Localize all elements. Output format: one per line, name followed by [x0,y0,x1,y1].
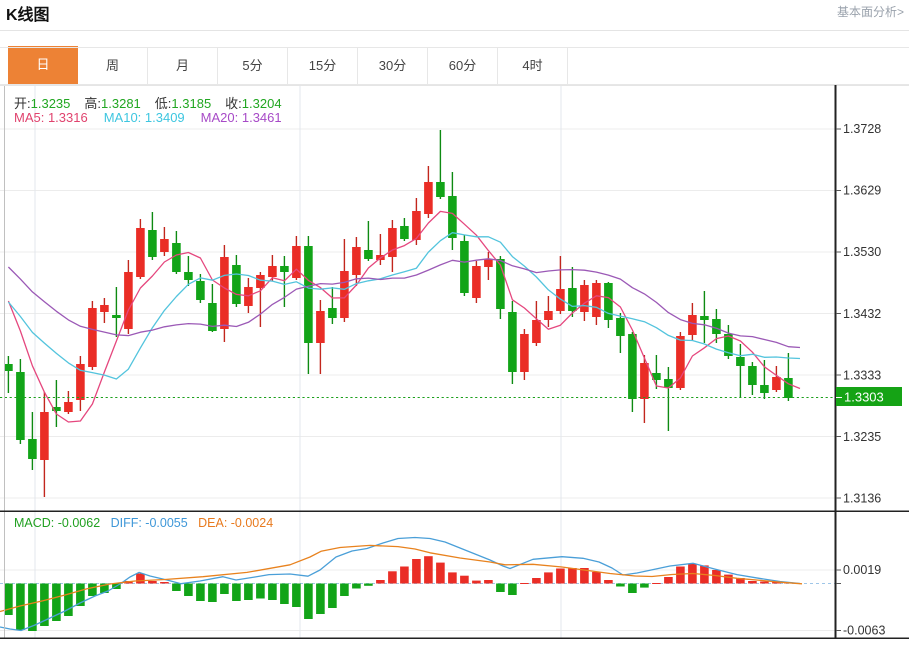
svg-text:1.3235: 1.3235 [843,430,881,444]
svg-text:0.0019: 0.0019 [843,563,881,577]
svg-text:1.3629: 1.3629 [843,184,881,198]
svg-text:1.3530: 1.3530 [843,245,881,259]
svg-text:1.3728: 1.3728 [843,122,881,136]
svg-text:1.3432: 1.3432 [843,307,881,321]
svg-text:-0.0063: -0.0063 [843,624,885,638]
svg-text:1.3333: 1.3333 [843,368,881,382]
svg-text:1.3136: 1.3136 [843,491,881,505]
svg-text:1.3303: 1.3303 [844,390,884,405]
